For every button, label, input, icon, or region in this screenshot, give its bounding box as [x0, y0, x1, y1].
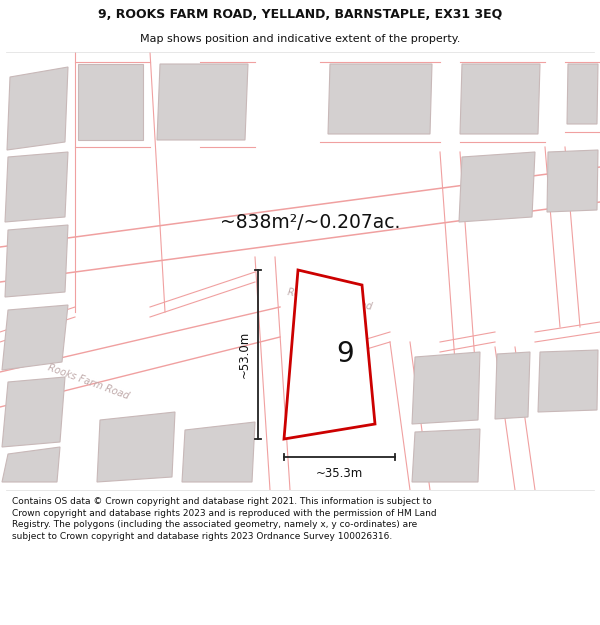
Text: ~53.0m: ~53.0m [238, 331, 251, 378]
Polygon shape [538, 350, 598, 412]
Text: Contains OS data © Crown copyright and database right 2021. This information is : Contains OS data © Crown copyright and d… [12, 497, 437, 541]
Polygon shape [2, 377, 65, 447]
Polygon shape [182, 422, 255, 482]
Text: Rooks Farm Road: Rooks Farm Road [287, 288, 373, 312]
Text: 9, ROOKS FARM ROAD, YELLAND, BARNSTAPLE, EX31 3EQ: 9, ROOKS FARM ROAD, YELLAND, BARNSTAPLE,… [98, 8, 502, 21]
Polygon shape [157, 64, 248, 140]
Polygon shape [284, 270, 375, 439]
Polygon shape [2, 305, 68, 370]
Polygon shape [412, 352, 480, 424]
Text: Map shows position and indicative extent of the property.: Map shows position and indicative extent… [140, 34, 460, 44]
Polygon shape [547, 150, 598, 212]
Text: Rooks Farm Road: Rooks Farm Road [46, 362, 130, 401]
Polygon shape [5, 152, 68, 222]
Polygon shape [2, 447, 60, 482]
Polygon shape [495, 352, 530, 419]
Polygon shape [460, 64, 540, 134]
Polygon shape [328, 64, 432, 134]
Polygon shape [567, 64, 598, 124]
Text: 9: 9 [336, 341, 353, 369]
Polygon shape [97, 412, 175, 482]
Polygon shape [412, 429, 480, 482]
Polygon shape [459, 152, 535, 222]
Text: ~35.3m: ~35.3m [316, 467, 363, 480]
Polygon shape [5, 225, 68, 297]
Polygon shape [7, 67, 68, 150]
Text: ~838m²/~0.207ac.: ~838m²/~0.207ac. [220, 213, 400, 231]
Polygon shape [78, 64, 143, 140]
